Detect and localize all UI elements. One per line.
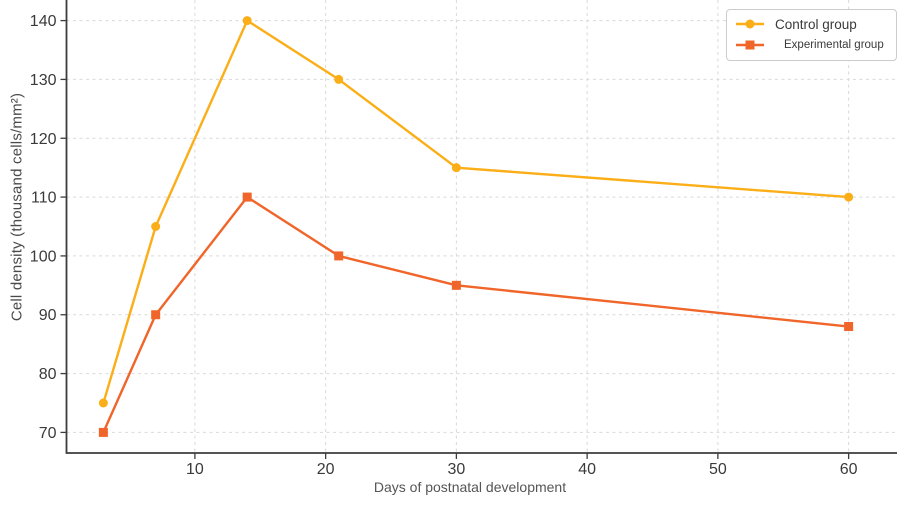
legend-item-experimental-group: Experimental group [734,36,888,54]
experimental-group-marker [98,427,108,437]
x-tick-label: 60 [840,461,858,478]
legend-item-control-group: Control group [734,15,888,33]
y-tick-label: 70 [39,425,57,442]
control-group-line [102,19,850,405]
experimental-group-marker [242,192,252,202]
experimental-group-marker [334,251,344,261]
experimental-group-marker [844,322,854,332]
x-tick-label: 10 [186,461,204,478]
control-group-marker [151,222,161,231]
x-axis-title: Days of postnatal development [373,479,567,495]
control-group-marker [334,74,344,84]
y-tick-label: 80 [39,366,57,383]
y-axis-title: Cell density (thousand cells/mm²) [8,92,26,322]
control-group-marker [242,16,252,26]
experimental-group-marker [151,310,161,320]
y-tick-label: 130 [30,72,57,89]
control-group-marker [844,192,854,202]
x-tick-label: 30 [447,461,465,478]
control-group-marker [451,163,461,173]
x-tick-label: 20 [317,461,335,478]
y-tick-label: 90 [39,307,57,324]
x-tick-label: 50 [709,461,727,478]
legend-label-control-group: Control group [775,16,857,32]
legend-line-circle-icon [736,19,764,29]
y-tick-label: 110 [31,190,57,207]
experimental-group-marker [451,280,461,290]
x-tick-label: 40 [578,461,596,478]
legend-line-square-icon [736,40,764,50]
legend-label-experimental-group: Experimental group [784,39,884,51]
experimental-group-line [102,195,850,434]
y-tick-label: 120 [30,131,57,148]
y-tick-label: 100 [30,248,57,265]
legend: Control group Experimental group [726,9,897,61]
y-tick-label: 140 [30,13,57,30]
control-group-marker [98,398,108,408]
